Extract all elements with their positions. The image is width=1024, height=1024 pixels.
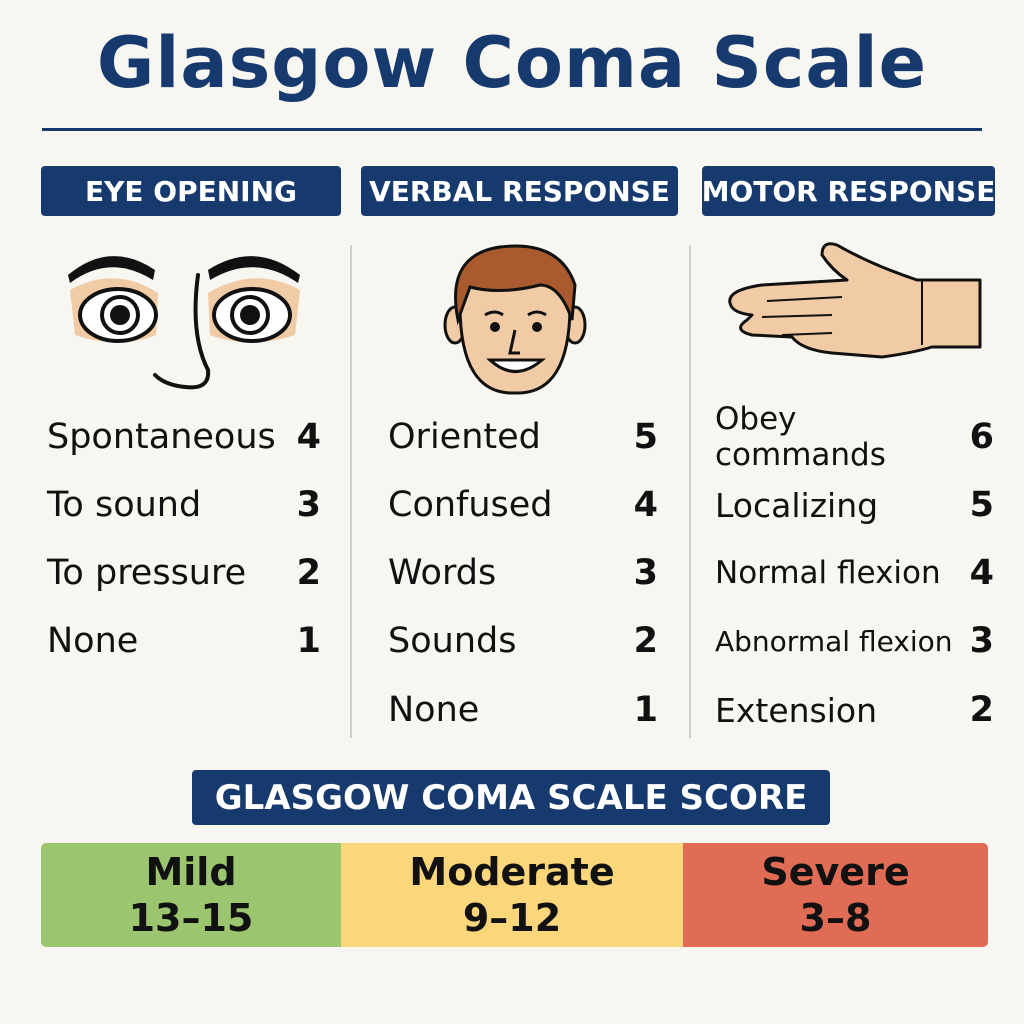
severity-moderate: Moderate 9–12 <box>341 843 683 947</box>
severity-mild: Mild 13–15 <box>41 843 341 947</box>
item-score: 3 <box>296 485 321 525</box>
item-score: 1 <box>296 621 321 661</box>
item-label: Spontaneous <box>47 417 276 457</box>
item-label: None <box>388 690 480 730</box>
item-label: Obey commands <box>715 401 886 473</box>
item-label: Confused <box>388 485 553 525</box>
item-score: 2 <box>296 553 321 593</box>
severity-range: 9–12 <box>462 896 562 940</box>
list-item: Spontaneous 4 <box>47 415 321 459</box>
item-score: 3 <box>969 621 994 661</box>
column-divider <box>350 245 352 738</box>
item-label: Words <box>388 553 497 593</box>
item-score: 4 <box>296 417 321 457</box>
list-item: None 1 <box>388 688 658 732</box>
header-motor-response: MOTOR RESPONSE <box>702 166 995 216</box>
item-label: Oriented <box>388 417 541 457</box>
item-label: Localizing <box>715 485 879 525</box>
item-score: 4 <box>633 485 658 525</box>
item-label: Extension <box>715 690 878 730</box>
list-item: Words 3 <box>388 551 658 595</box>
list-item: Obey commands 6 <box>715 401 994 473</box>
severity-range: 3–8 <box>799 896 872 940</box>
list-item: Extension 2 <box>715 688 994 732</box>
item-score: 2 <box>633 621 658 661</box>
list-item: Localizing 5 <box>715 483 994 527</box>
item-label: Abnormal flexion <box>715 624 953 658</box>
item-score: 3 <box>633 553 658 593</box>
severity-label: Severe <box>761 850 910 894</box>
item-score: 5 <box>969 485 994 525</box>
list-item: Confused 4 <box>388 483 658 527</box>
face-icon <box>443 244 587 395</box>
list-item: Normal flexion 4 <box>715 551 994 595</box>
list-item: To sound 3 <box>47 483 321 527</box>
list-item: Abnormal flexion 3 <box>715 619 994 663</box>
severity-bar: Mild 13–15 Moderate 9–12 Severe 3–8 <box>41 843 988 947</box>
list-item: None 1 <box>47 619 321 663</box>
item-score: 2 <box>969 690 994 730</box>
list-item: Sounds 2 <box>388 619 658 663</box>
item-label: To sound <box>47 485 202 525</box>
item-label: None <box>47 621 139 661</box>
hand-icon <box>728 242 982 359</box>
header-eye-opening: EYE OPENING <box>41 166 341 216</box>
list-item: Oriented 5 <box>388 415 658 459</box>
title-divider <box>42 128 982 131</box>
column-divider <box>689 245 691 738</box>
header-verbal-response: VERBAL RESPONSE <box>361 166 678 216</box>
page-title: Glasgow Coma Scale <box>96 22 928 104</box>
eyes-icon <box>68 256 300 390</box>
item-score: 5 <box>633 417 658 457</box>
severity-label: Mild <box>145 850 237 894</box>
item-score: 1 <box>633 690 658 730</box>
item-score: 6 <box>969 417 994 457</box>
score-header: GLASGOW COMA SCALE SCORE <box>192 770 830 825</box>
severity-severe: Severe 3–8 <box>683 843 988 947</box>
item-label: Normal flexion <box>715 555 941 591</box>
severity-range: 13–15 <box>128 896 254 940</box>
severity-label: Moderate <box>409 850 615 894</box>
list-item: To pressure 2 <box>47 551 321 595</box>
item-label: To pressure <box>47 553 247 593</box>
item-label: Sounds <box>388 621 517 661</box>
item-score: 4 <box>969 553 994 593</box>
